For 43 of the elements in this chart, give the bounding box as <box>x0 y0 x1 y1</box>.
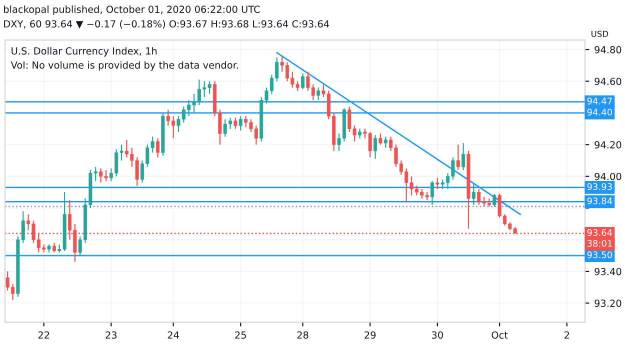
x-tick-label: 23 <box>106 331 117 339</box>
candlestick <box>492 193 496 207</box>
candlestick <box>472 184 476 206</box>
ref-line-label: 94.47 <box>587 98 612 104</box>
candlestick <box>378 132 382 146</box>
ref-line-label: 93.64 <box>587 229 612 236</box>
ref-line-label: 94.40 <box>587 108 612 116</box>
candlestick <box>384 136 388 148</box>
annotation: Vol: No volume is provided by the data vendor. <box>10 61 238 71</box>
y-tick-label: 94.20 <box>594 141 622 148</box>
text: 38:01 <box>587 240 612 247</box>
x-tick-label: Oct <box>492 331 508 339</box>
x-tick-label: 22 <box>38 331 50 339</box>
text: DXY, 60 93.64 ▼ −0.17 (−0.18%) O:93.67 H:93.68 L:93.64 C:93.64 <box>4 20 330 29</box>
candlestick <box>430 180 434 206</box>
candlestick <box>238 116 242 131</box>
candlestick <box>52 242 56 253</box>
text: blackopal published, October 01, 2020 06:22:00 UTC <box>4 5 260 15</box>
y-axis-title: USD <box>592 30 608 38</box>
candlestick <box>436 177 440 190</box>
y-tick-label: 93.40 <box>594 268 622 276</box>
candlestick <box>456 144 460 171</box>
candlestick <box>301 72 305 90</box>
ref-line-label: 93.50 <box>587 251 612 258</box>
x-tick-label: 28 <box>297 331 308 339</box>
x-tick-label: 25 <box>235 331 246 339</box>
candlestick <box>462 142 466 171</box>
y-tick-label: 93.20 <box>594 300 622 307</box>
x-tick-label: 24 <box>168 331 179 339</box>
y-tick-label: 94.00 <box>594 172 622 180</box>
candlestick <box>374 134 378 160</box>
candlestick <box>358 128 362 139</box>
candlestick <box>234 117 238 130</box>
x-tick-label: 30 <box>432 331 443 339</box>
x-tick-label: 29 <box>364 331 376 339</box>
ref-line-label: 93.84 <box>587 197 612 204</box>
ref-line-label: 93.93 <box>587 183 612 190</box>
candlestick <box>316 87 320 101</box>
y-tick-label: 94.80 <box>594 46 622 54</box>
text: U.S. Dollar Currency Index, 1h <box>12 47 157 56</box>
x-tick-label: 2 <box>564 331 569 339</box>
y-tick-label: 94.60 <box>594 78 622 86</box>
candlestick <box>156 138 160 158</box>
